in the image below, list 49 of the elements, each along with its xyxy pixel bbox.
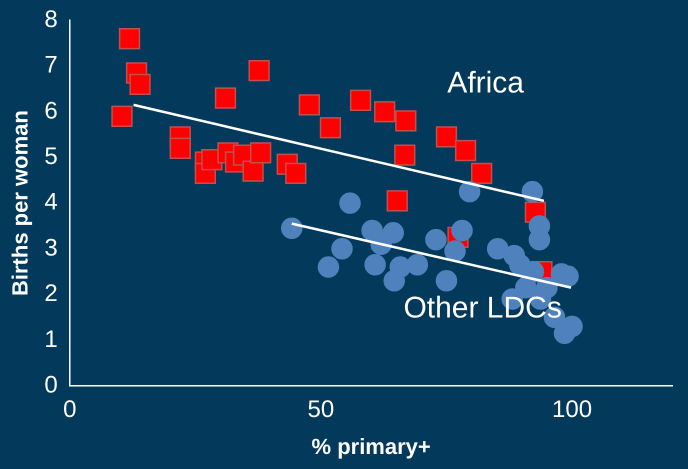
point <box>298 94 320 116</box>
point <box>285 162 306 184</box>
x-axis-title: % primary+ <box>312 434 431 459</box>
y-tick-label: 6 <box>44 97 58 124</box>
point <box>395 110 416 132</box>
point <box>383 270 405 292</box>
point <box>248 60 270 82</box>
point <box>281 217 303 239</box>
point <box>364 254 386 276</box>
y-tick-label: 1 <box>44 326 58 353</box>
y-tick-label: 7 <box>44 52 58 79</box>
point <box>250 142 272 164</box>
point <box>515 276 537 298</box>
y-tick-label: 3 <box>44 234 58 262</box>
series-label: Other LDCs <box>403 291 562 324</box>
y-tick-label: 4 <box>44 188 58 216</box>
point <box>386 190 408 212</box>
point <box>486 238 508 260</box>
point <box>339 192 361 214</box>
point <box>170 138 191 159</box>
y-tick-label: 2 <box>44 280 58 308</box>
point <box>454 140 476 162</box>
series-label: Africa <box>447 66 524 100</box>
x-tick-label: 50 <box>308 396 334 423</box>
point <box>425 228 447 250</box>
point <box>320 117 342 138</box>
point <box>331 238 353 260</box>
point <box>242 160 264 182</box>
point <box>406 254 428 276</box>
point <box>374 101 396 122</box>
x-tick-label: 0 <box>63 396 76 423</box>
point <box>436 126 458 148</box>
point <box>444 240 466 262</box>
y-tick-label: 0 <box>44 371 58 398</box>
point <box>318 256 340 278</box>
y-tick-label: 8 <box>44 6 58 34</box>
y-axis-title: Births per woman <box>7 110 32 296</box>
point <box>350 90 372 111</box>
point <box>214 87 236 109</box>
y-tick-label: 5 <box>44 143 58 170</box>
point <box>118 28 140 50</box>
point <box>129 74 151 95</box>
point <box>111 106 133 127</box>
point <box>436 270 458 292</box>
x-tick-label: 100 <box>552 396 592 423</box>
point <box>470 162 492 184</box>
point <box>394 144 416 166</box>
point <box>451 220 473 242</box>
point <box>458 180 480 202</box>
